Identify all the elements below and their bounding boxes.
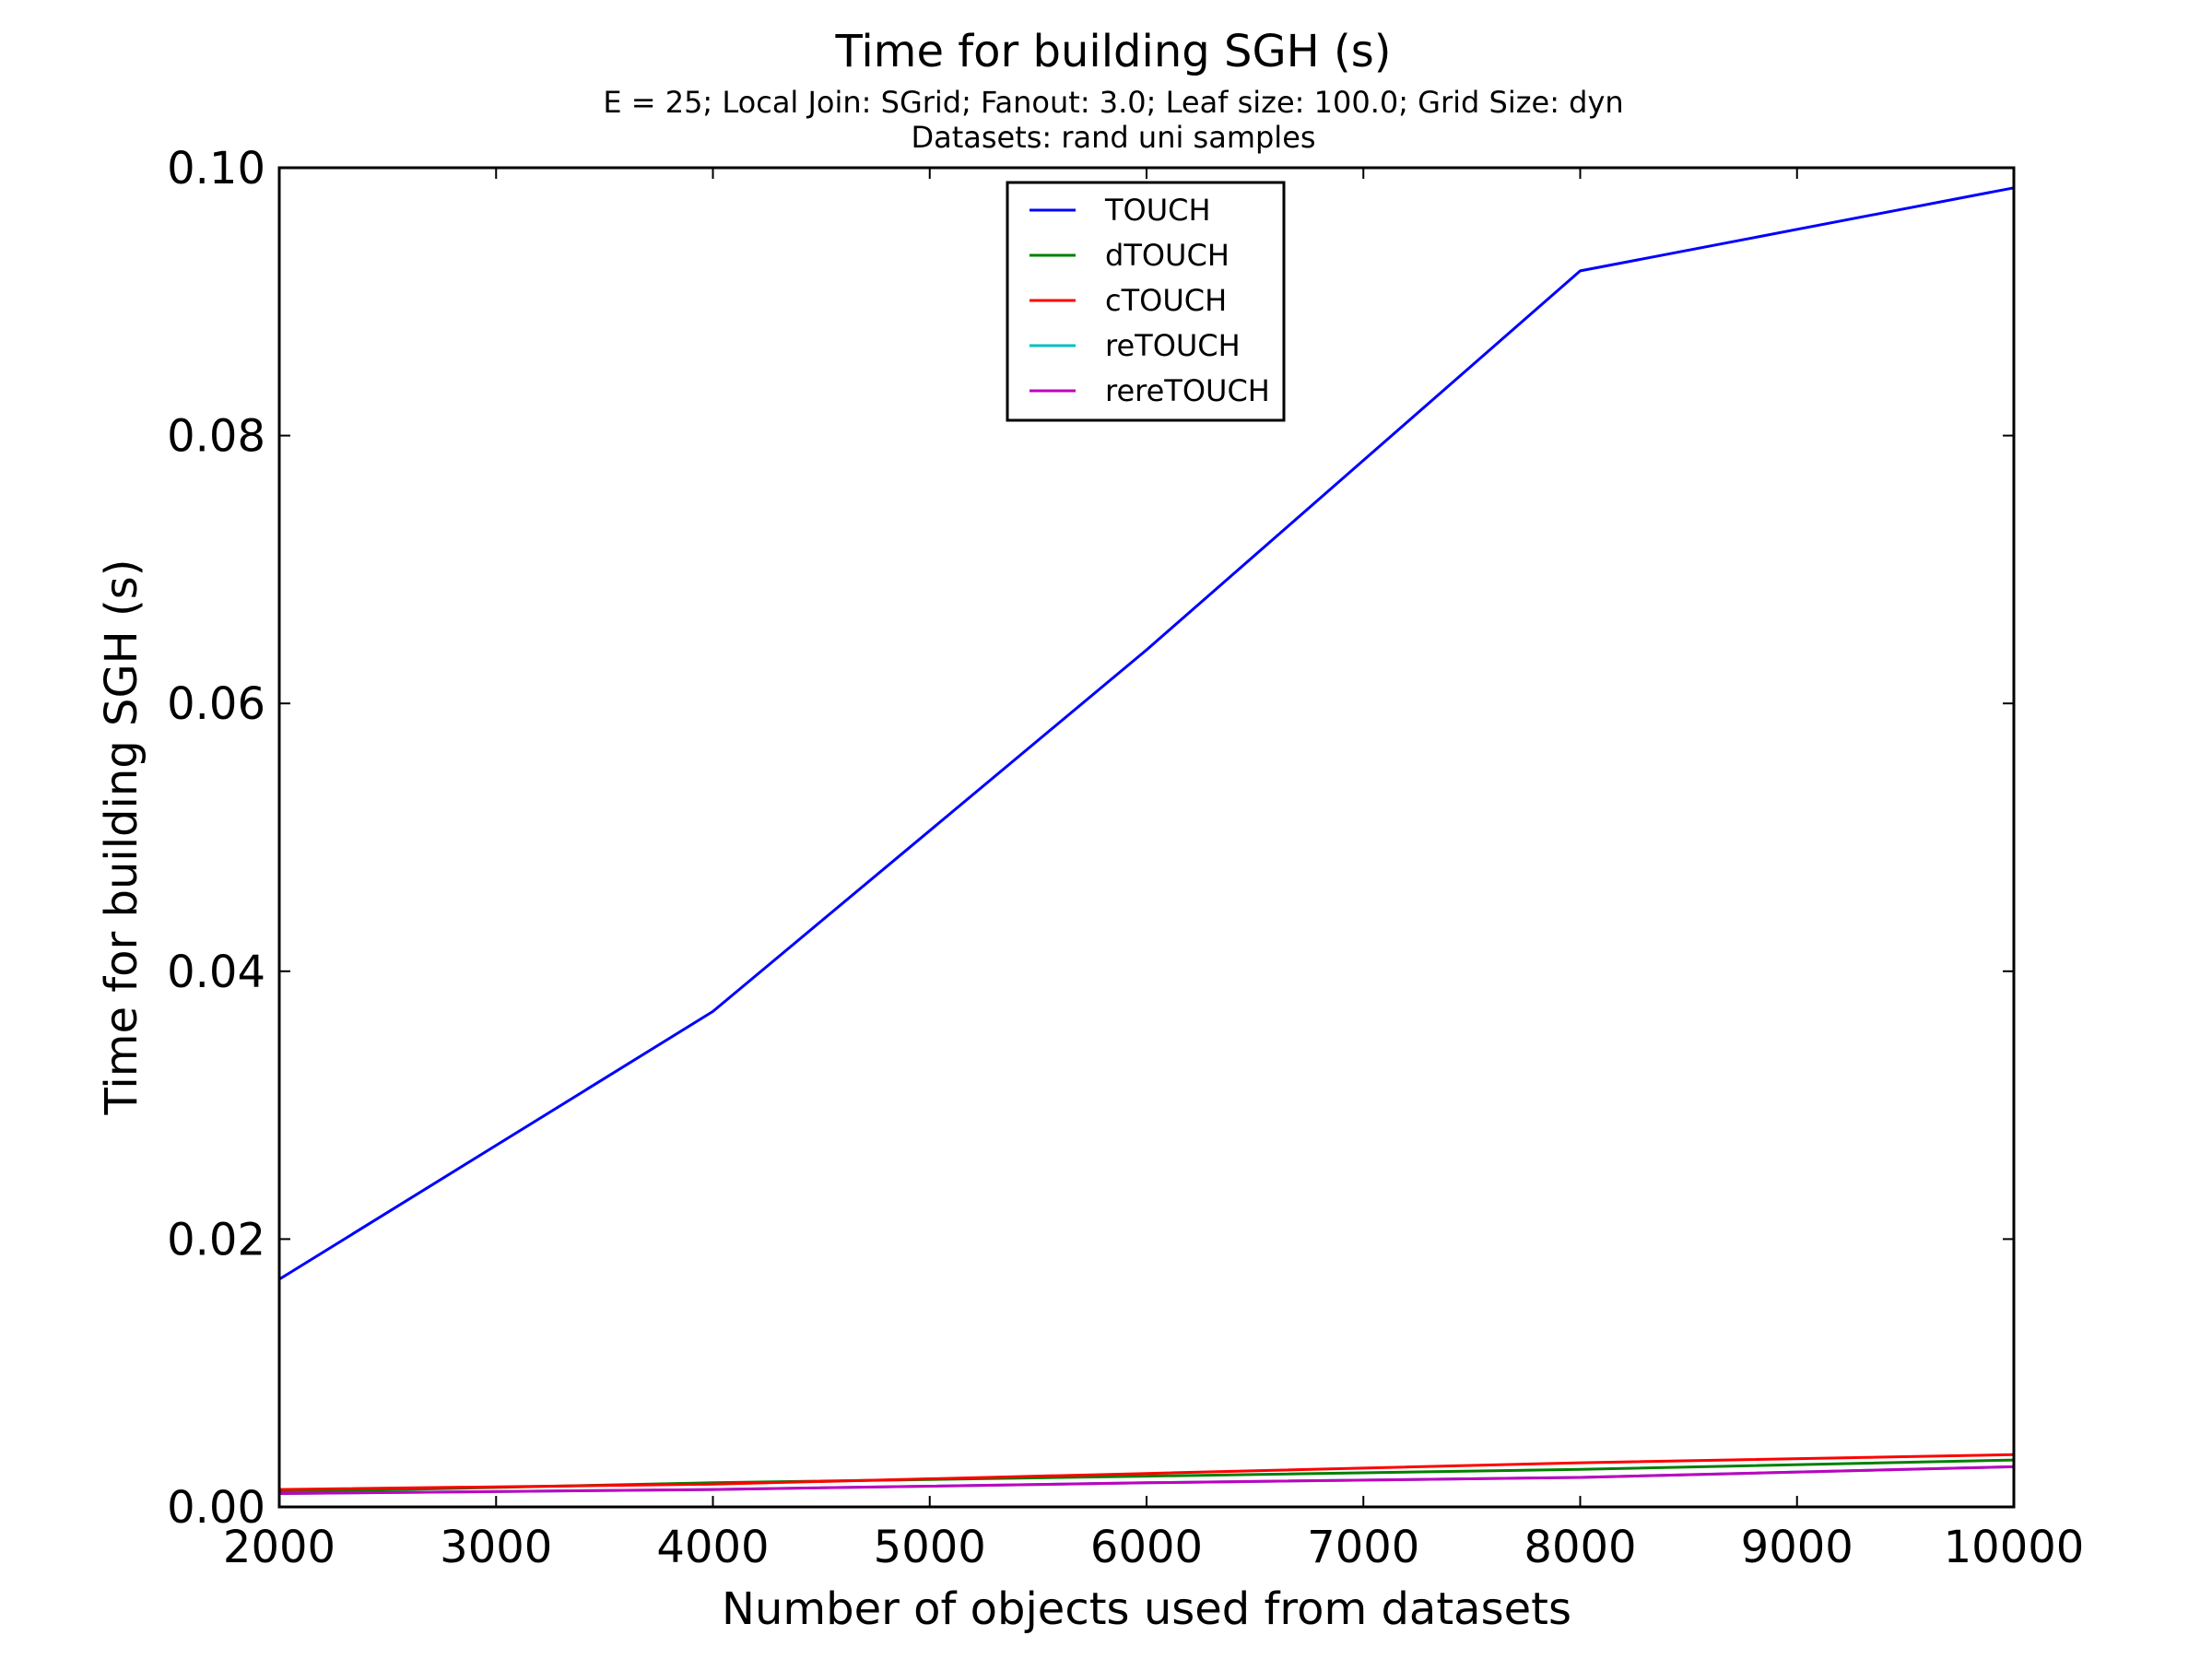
y-tick-label: 0.08 <box>167 411 265 463</box>
series-line-retouch <box>278 1465 2015 1495</box>
series-line-ctouch <box>278 1453 2015 1491</box>
legend-label-ctouch: cTOUCH <box>1105 283 1227 318</box>
x-tick-label: 2000 <box>223 1522 335 1573</box>
x-tick-label: 7000 <box>1307 1522 1419 1573</box>
legend-label-touch: TOUCH <box>1104 193 1211 228</box>
x-tick-label: 10000 <box>1944 1522 2085 1573</box>
series-line-reretouch <box>278 1465 2015 1495</box>
chart-subtitle-2: Datasets: rand uni samples <box>911 120 1315 155</box>
chart-title: Time for building SGH (s) <box>835 26 1392 77</box>
legend-label-reretouch: rereTOUCH <box>1105 373 1270 408</box>
legend-label-dtouch: dTOUCH <box>1105 238 1230 273</box>
y-tick-label: 0.00 <box>167 1482 265 1534</box>
y-tick-label: 0.04 <box>167 947 265 998</box>
y-tick-label: 0.02 <box>167 1214 265 1265</box>
x-tick-label: 4000 <box>656 1522 769 1573</box>
y-axis-label: Time for building SGH (s) <box>96 559 147 1116</box>
ticks-layer: 2000 3000 4000 5000 6000 7000 8000 9000 10000 0.0… <box>167 143 2084 1573</box>
x-axis-label: Number of objects used from datasets <box>722 1583 1571 1635</box>
chart-subtitle-1: E = 25; Local Join: SGrid; Fanout: 3.0; … <box>603 85 1623 120</box>
legend: TOUCH dTOUCH cTOUCH reTOUCH rereTOUCH <box>1006 181 1286 422</box>
legend-label-retouch: reTOUCH <box>1105 328 1241 363</box>
plot-area <box>277 166 2016 1509</box>
x-tick-label: 8000 <box>1524 1522 1636 1573</box>
x-tick-label: 5000 <box>874 1522 986 1573</box>
x-tick-label: 9000 <box>1741 1522 1853 1573</box>
y-tick-label: 0.10 <box>167 143 265 194</box>
series-line-touch <box>278 186 2015 1281</box>
x-tick-label: 6000 <box>1090 1522 1203 1573</box>
y-tick-label: 0.06 <box>167 678 265 730</box>
x-tick-label: 3000 <box>440 1522 552 1573</box>
series-layer <box>278 186 2015 1495</box>
